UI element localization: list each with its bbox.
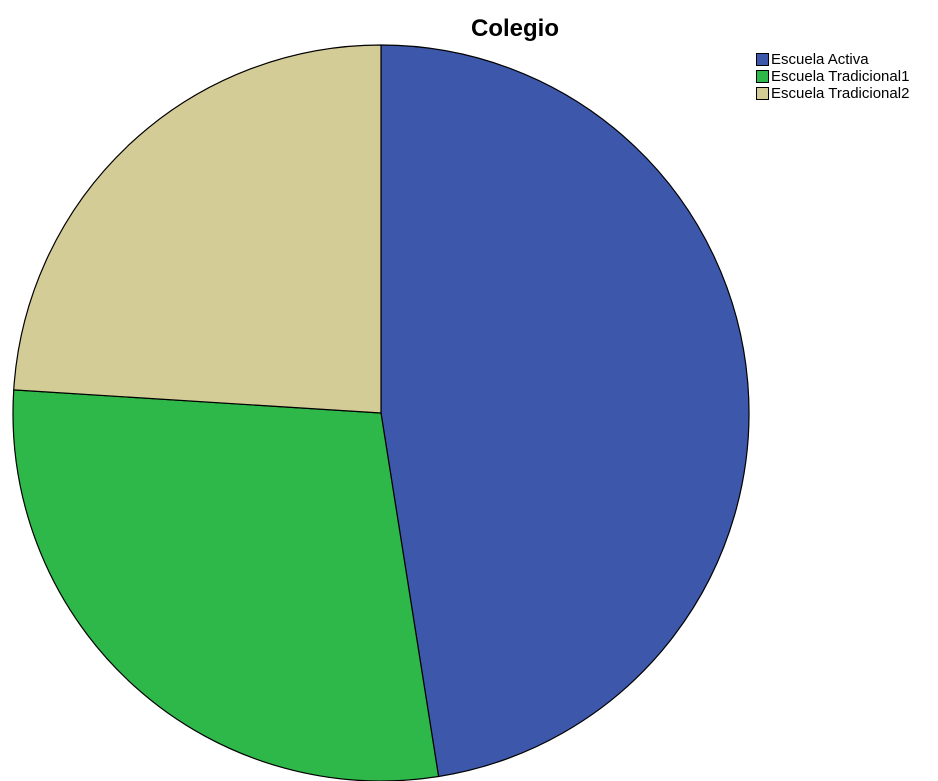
chart-title: Colegio (471, 15, 559, 42)
pie-slice-escuela-tradicional1 (12, 389, 440, 781)
legend-swatch (756, 87, 769, 100)
pie-slice-escuela-activa (380, 44, 750, 778)
pie-slice-escuela-tradicional2 (13, 44, 382, 414)
legend-item-escuela-tradicional2: Escuela Tradicional2 (756, 85, 909, 102)
legend-swatch (756, 53, 769, 66)
pie-slices (12, 44, 750, 781)
legend-item-escuela-tradicional1: Escuela Tradicional1 (756, 68, 909, 85)
legend-label: Escuela Tradicional2 (771, 85, 910, 102)
legend-label: Escuela Activa (771, 51, 869, 68)
legend-label: Escuela Tradicional1 (771, 68, 910, 85)
legend-swatch (756, 70, 769, 83)
chart-legend: Escuela Activa Escuela Tradicional1 Escuel… (756, 51, 909, 102)
legend-item-escuela-activa: Escuela Activa (756, 51, 909, 68)
